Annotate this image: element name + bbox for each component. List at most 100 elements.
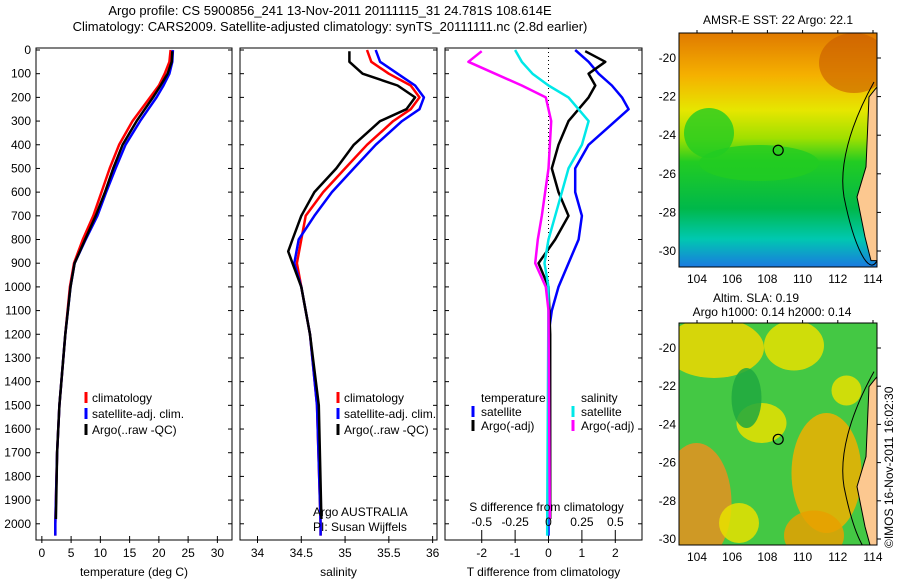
s-tick-label: 0 [545, 515, 552, 529]
lat-tick-label: -24 [659, 128, 677, 142]
lat-tick-label: -20 [659, 341, 677, 355]
lon-tick-label: 112 [828, 550, 847, 564]
y-tick-label: 1400 [4, 375, 31, 389]
salinity-axes-frame [239, 47, 438, 541]
lat-tick-label: -30 [659, 532, 677, 546]
lat-tick-label: -28 [659, 494, 677, 508]
panel-salinity [239, 47, 438, 543]
series-satellite-adj-clim- [293, 49, 426, 536]
y-tick-label: 1900 [4, 493, 31, 507]
y-tick-label: 0 [24, 43, 31, 57]
sla-patch [791, 413, 862, 533]
y-tick-label: 800 [11, 233, 31, 247]
lat-tick-label: -28 [659, 205, 677, 219]
y-tick-label: 1500 [4, 398, 31, 412]
y-tick-label: 2000 [4, 517, 31, 531]
lon-tick-label: 104 [687, 550, 707, 564]
x-tick-label: 5 [68, 546, 75, 560]
lat-tick-label: -22 [659, 379, 677, 393]
legend-label: satellite [481, 405, 522, 419]
difference-axes-frame [444, 47, 643, 541]
lon-tick-label: 106 [722, 272, 742, 286]
y-tick-label: 1100 [5, 304, 31, 318]
land-mass [856, 375, 877, 545]
map-title: AMSR-E SST: 22 Argo: 22.1 [703, 13, 853, 27]
x-tick-label: 2 [612, 546, 619, 560]
legend-label: Argo(-adj) [581, 419, 634, 433]
figure-title-line1: Argo profile: CS 5900856_241 13-Nov-2011… [108, 3, 552, 18]
credit-timestamp: ©IMOS 16-Nov-2011 16:02:30 [882, 386, 896, 548]
map-title-line1: Altim. SLA: 0.19 [713, 291, 799, 305]
legend-label: satellite-adj. clim. [344, 407, 436, 421]
x-tick-label: 25 [181, 546, 195, 560]
legend-label: Argo(..raw -QC) [344, 423, 429, 437]
y-tick-label: 400 [11, 138, 31, 152]
bathymetry-contour [842, 81, 877, 266]
y-tick-label: 1000 [4, 280, 31, 294]
sst-patch [819, 33, 877, 93]
map-frame [678, 32, 878, 268]
series-argo-raw-qc- [54, 51, 174, 520]
bathymetry-contour [842, 371, 875, 545]
x-tick-label: 0 [39, 546, 46, 560]
x-axis-label: salinity [320, 565, 357, 579]
lat-tick-label: -26 [659, 167, 677, 181]
sla-patch [679, 443, 732, 545]
sla-patch [679, 323, 764, 378]
lat-tick-label: -26 [659, 456, 677, 470]
lon-tick-label: 106 [722, 550, 742, 564]
y-tick-label: 1200 [4, 327, 31, 341]
series-satellite-adj-clim- [54, 49, 175, 536]
lat-tick-label: -30 [659, 244, 677, 258]
argo-position-marker [772, 433, 784, 445]
legend-label: satellite [581, 405, 622, 419]
y-tick-label: 1600 [4, 422, 31, 436]
lat-tick-label: -20 [659, 51, 677, 65]
temperature-axes-frame [35, 47, 233, 541]
y-tick-label: 500 [11, 161, 31, 175]
s-tick-label: -0.25 [501, 515, 529, 529]
lon-tick-label: 104 [687, 272, 707, 286]
legend-label: satellite-adj. clim. [92, 407, 184, 421]
lon-tick-label: 108 [757, 272, 777, 286]
x-tick-label: 35 [338, 546, 352, 560]
map-2 [679, 323, 877, 545]
lon-tick-label: 108 [757, 550, 777, 564]
s-axis-label: S difference from climatology [469, 500, 624, 514]
legend-title-temperature: temperature [481, 391, 546, 405]
legend-label: Argo(..raw -QC) [92, 423, 177, 437]
series-argo-raw-qc- [286, 51, 417, 520]
sla-patch [764, 323, 824, 371]
sla-patch [719, 503, 759, 543]
y-tick-label: 600 [11, 185, 31, 199]
legend-label: Argo(-adj) [481, 419, 534, 433]
x-tick-label: 15 [123, 546, 137, 560]
panel-temperature [35, 47, 233, 543]
lon-tick-label: 114 [863, 272, 882, 286]
panel-difference [444, 47, 643, 543]
s-tick-label: 0.5 [607, 515, 624, 529]
lat-tick-label: -24 [659, 417, 677, 431]
x-tick-label: 20 [152, 546, 166, 560]
x-tick-label: 30 [211, 546, 225, 560]
y-tick-label: 300 [11, 114, 31, 128]
argo-position-marker [772, 144, 784, 156]
y-tick-label: 900 [11, 256, 31, 270]
annotation-line1: Argo AUSTRALIA [313, 505, 408, 519]
x-tick-label: 34.5 [290, 546, 314, 560]
series-s-satellite [514, 49, 590, 536]
x-tick-label: 34 [251, 546, 265, 560]
s-tick-label: -0.5 [471, 515, 492, 529]
sla-patch [831, 375, 862, 406]
lon-tick-label: 112 [828, 272, 847, 286]
x-tick-label: 35.5 [377, 546, 401, 560]
series-t-satellite [547, 49, 630, 536]
x-axis-label: T difference from climatology [467, 565, 621, 579]
series-climatology [54, 49, 172, 536]
y-tick-label: 700 [11, 209, 31, 223]
x-axis-label: temperature (deg C) [80, 565, 188, 579]
series-t-argo-adj- [537, 50, 607, 519]
sla-patch [784, 510, 844, 545]
lat-tick-label: -22 [659, 90, 677, 104]
